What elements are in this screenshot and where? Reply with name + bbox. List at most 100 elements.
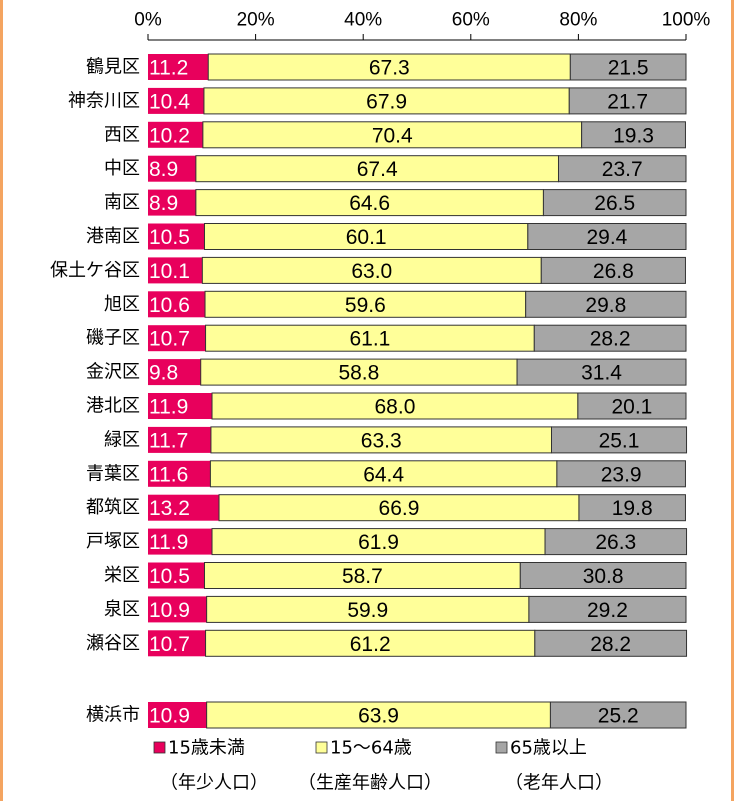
bar-segment: [148, 393, 213, 419]
category-label: 瀬谷区: [86, 633, 140, 654]
bar-segment: [195, 189, 544, 217]
bar-segment: [577, 392, 687, 420]
data-label: 68.0: [375, 396, 416, 419]
bar-segment: [148, 291, 206, 318]
bar-segment: [533, 324, 687, 352]
data-label: 9.8: [149, 362, 178, 385]
bar-segment: [148, 155, 196, 182]
legend-swatch: [315, 741, 328, 754]
legend-swatch: [153, 741, 166, 754]
category-label: 旭区: [104, 294, 140, 315]
bar-segment: [148, 460, 211, 487]
data-label: 21.5: [608, 57, 649, 80]
bar-segment: [544, 528, 688, 556]
category-label: 磯子区: [86, 328, 140, 349]
x-tick-label: 80%: [559, 10, 597, 31]
category-label: 中区: [104, 158, 140, 179]
data-label: 21.7: [607, 90, 648, 113]
category-label: 神奈川区: [68, 90, 140, 111]
data-label: 63.0: [351, 260, 392, 283]
data-label: 66.9: [379, 497, 420, 520]
bar-segment: [551, 426, 688, 454]
frame-right: [731, 0, 734, 801]
bar-segment: [203, 223, 529, 250]
bar-segment: [209, 460, 558, 488]
bar-segment: [203, 562, 521, 589]
data-label: 10.9: [149, 599, 190, 622]
data-label: 30.8: [583, 565, 624, 588]
category-label: 青葉区: [86, 463, 140, 484]
bar-segment: [148, 325, 206, 352]
bar-segment: [528, 595, 687, 623]
bar-segment: [203, 87, 570, 115]
data-label: 58.8: [338, 362, 379, 385]
data-label: 20.1: [611, 396, 652, 419]
data-label: 28.2: [590, 633, 631, 656]
data-label: 8.9: [149, 158, 178, 181]
bar-segment: [211, 392, 579, 420]
bar-segment: [206, 701, 551, 729]
data-label: 11.9: [149, 531, 188, 554]
data-label: 63.3: [361, 429, 402, 452]
bar-segment: [206, 595, 530, 623]
bar-segment: [148, 702, 207, 728]
x-tick-label: 0%: [134, 10, 162, 31]
category-label: 港北区: [86, 396, 140, 417]
data-label: 70.4: [372, 124, 413, 147]
bar-segment: [148, 494, 220, 521]
bar-segment: [148, 87, 204, 114]
data-label: 8.9: [149, 192, 178, 215]
legend-sublabel: （生産年齢人口）: [298, 773, 442, 794]
data-label: 10.1: [149, 260, 190, 283]
bar-segment: [525, 290, 687, 318]
data-label: 19.8: [612, 497, 653, 520]
data-label: 11.6: [149, 463, 188, 486]
legend-label: 15～64歳: [330, 738, 412, 759]
data-label: 23.7: [602, 158, 643, 181]
data-label: 25.1: [599, 429, 640, 452]
legend-label: 65歳以上: [510, 738, 587, 759]
data-label: 59.9: [347, 599, 388, 622]
category-label: 横浜市: [86, 705, 140, 726]
data-label: 29.2: [587, 599, 628, 622]
category-label: 金沢区: [86, 362, 140, 383]
bar-segment: [148, 121, 203, 148]
category-label: 緑区: [104, 429, 140, 450]
data-label: 28.2: [590, 328, 631, 351]
data-label: 10.9: [149, 705, 190, 728]
bar-segment: [148, 562, 205, 589]
data-label: 10.4: [149, 90, 190, 113]
category-label: 鶴見区: [86, 57, 140, 78]
data-label: 13.2: [149, 497, 190, 520]
data-label: 64.6: [349, 192, 390, 215]
bar-segment: [148, 426, 211, 453]
data-label: 11.7: [149, 429, 188, 452]
bar-segment: [195, 155, 559, 183]
bar-segment: [202, 121, 583, 149]
data-label: 19.3: [613, 124, 654, 147]
bar-segment: [148, 223, 205, 250]
category-label: 西区: [104, 124, 140, 145]
data-label: 64.4: [363, 463, 404, 486]
bar-segment: [540, 256, 686, 284]
data-label: 10.5: [149, 226, 190, 249]
legend-sublabel: （年少人口）: [160, 773, 268, 794]
data-label: 25.2: [598, 705, 639, 728]
bar-segment: [205, 629, 536, 657]
data-label: 67.9: [366, 90, 407, 113]
data-label: 11.9: [149, 396, 188, 419]
bar-segment: [516, 358, 687, 386]
bar-segment: [148, 359, 201, 386]
bar-segment: [148, 528, 213, 555]
bar-segment: [148, 54, 209, 80]
data-label: 67.3: [369, 57, 410, 80]
bar-segment: [568, 87, 687, 115]
bar-segment: [569, 53, 687, 81]
data-label: 29.4: [586, 226, 627, 249]
x-tick-label: 20%: [237, 10, 275, 31]
bar-segment: [205, 324, 535, 352]
data-label: 29.8: [585, 294, 626, 317]
category-label: 都筑区: [86, 497, 140, 518]
data-label: 26.5: [594, 192, 635, 215]
bar-segment: [542, 189, 687, 217]
